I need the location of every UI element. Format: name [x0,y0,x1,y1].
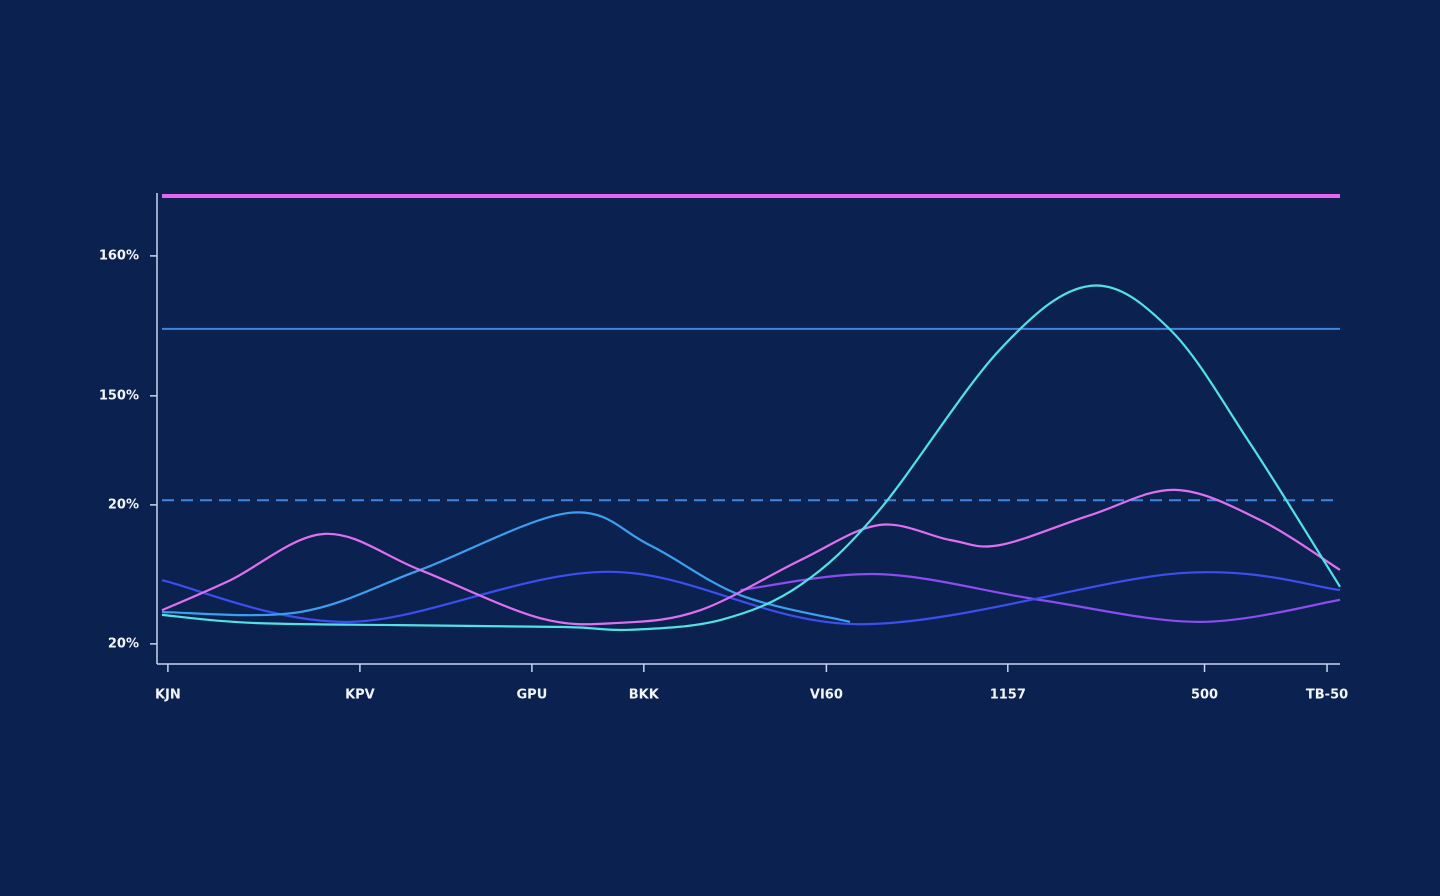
series-line [161,488,1341,626]
series-line [161,570,1341,626]
y-tick-label: 160% [99,248,139,263]
x-tick-label: KJN [155,688,181,703]
series-line [161,511,851,623]
y-tick-label: 20% [108,497,139,512]
x-tick-label: KPV [345,688,375,703]
x-tick-label: BKK [629,688,660,703]
x-tick-label: GPU [517,688,548,703]
y-tick-label: 20% [108,636,139,651]
series-line [161,284,1341,632]
x-tick-label: 1157 [990,688,1026,703]
y-tick-label: 150% [99,388,139,403]
x-tick-label: 500 [1191,688,1218,703]
x-tick-label: TB-50 [1306,688,1348,703]
x-tick-label: VI60 [810,688,843,703]
series-line [740,572,1341,623]
